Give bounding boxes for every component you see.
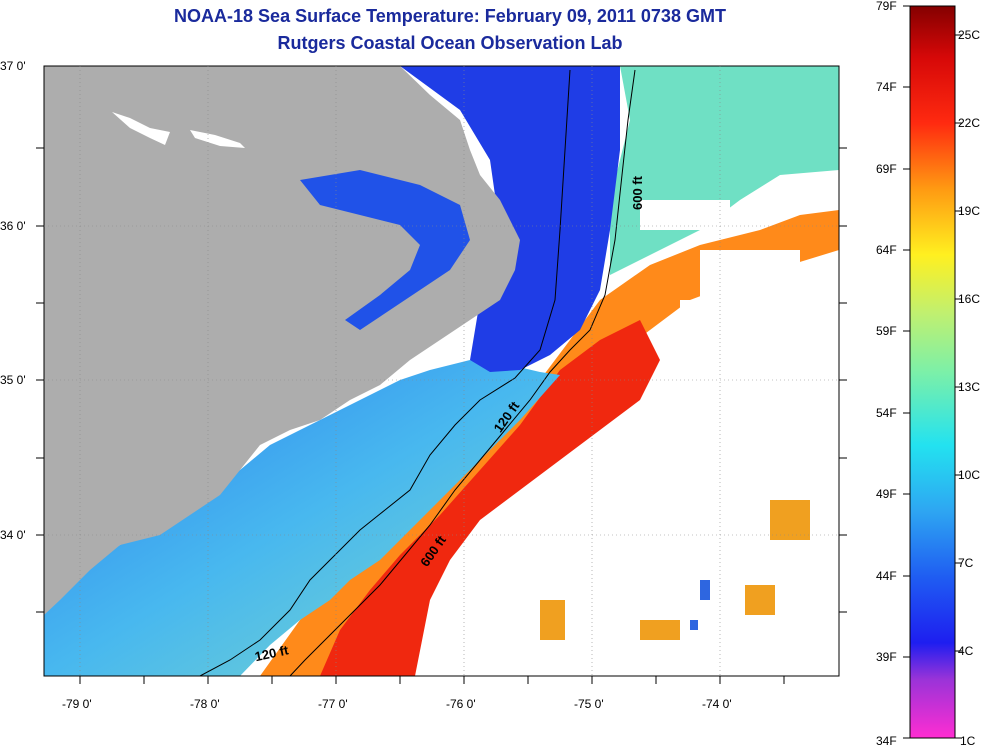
lat-label-36: 36 0' [0,219,26,233]
map-title: NOAA-18 Sea Surface Temperature: Februar… [174,6,726,26]
cb-f-44: 44F [876,569,897,583]
cb-c-4: 4C [958,644,974,658]
lat-label-35: 35 0' [0,373,26,387]
cb-f-79: 79F [876,0,897,13]
cb-c-10: 10C [958,468,981,482]
contour-label-600-upper: 600 ft [630,175,645,210]
colorbar-ticks [903,5,962,739]
cb-f-74: 74F [876,80,897,94]
cb-c-22: 22C [958,116,981,130]
cb-c-16: 16C [958,292,981,306]
cb-f-54: 54F [876,406,897,420]
cb-c-7: 7C [958,556,974,570]
colorbar [909,5,956,739]
pamlico-sound [300,170,470,330]
inland-lake [190,130,245,148]
cb-c-13: 13C [958,380,981,394]
warm-speckles [540,500,810,640]
lon-label-77: -77 0' [318,697,348,711]
lon-label-78: -78 0' [190,697,220,711]
lat-label-34: 34 0' [0,528,26,542]
isobath-600ft [289,69,636,676]
lon-label-75: -75 0' [574,697,604,711]
lat-label-37: 37 0' [0,59,26,73]
map-frame [43,65,840,677]
cb-f-34: 34F [876,734,897,748]
continental-shelf-water [44,360,560,676]
cb-f-49: 49F [876,487,897,501]
cb-f-64: 64F [876,243,897,257]
cb-f-39: 39F [876,650,897,664]
cb-c-19: 19C [958,204,981,218]
lon-label-79: -79 0' [62,697,92,711]
gulf-stream-core [320,320,660,676]
contour-label-120-lower: 120 ft [253,642,290,664]
cb-c-25: 25C [958,28,981,42]
map-subtitle: Rutgers Coastal Ocean Observation Lab [277,33,623,53]
lon-label-76: -76 0' [446,697,476,711]
inland-lake [112,112,170,145]
lon-label-74: -74 0' [702,697,732,711]
cb-c-1: 1C [960,734,976,748]
cool-speckles [690,580,710,630]
cb-f-59: 59F [876,324,897,338]
axis-ticks [36,147,847,684]
graticule [44,66,839,676]
isobath-120ft [199,69,571,676]
cb-f-69: 69F [876,162,897,176]
